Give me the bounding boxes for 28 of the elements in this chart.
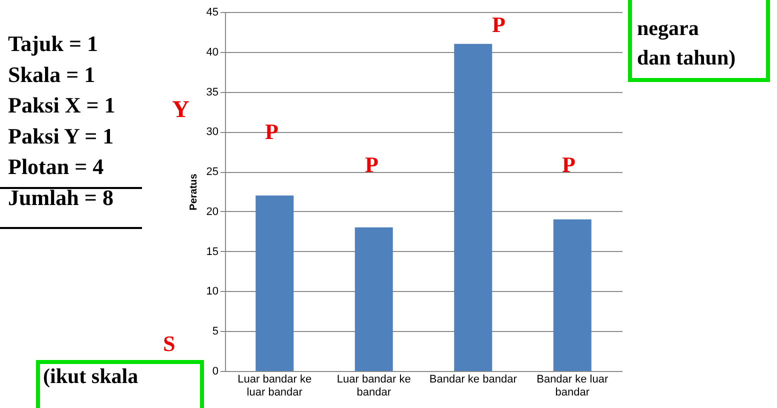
- text: (ikut skala: [43, 364, 139, 388]
- x-tick-label: Bandar ke bandar: [429, 374, 518, 386]
- y-axis-title: Peratus: [188, 173, 200, 210]
- x-tick-label: Bandar ke luar bandar: [536, 374, 608, 398]
- y-tick-label: 25: [206, 166, 218, 178]
- annotation: P: [365, 152, 378, 177]
- text: Y: [172, 97, 190, 123]
- bar: [256, 195, 294, 371]
- x-tick-label: Luar bandar ke luar bandar: [238, 374, 312, 398]
- y-tick-label: 0: [212, 366, 218, 378]
- y-tick-label: 45: [206, 6, 218, 18]
- y-tick-label: 15: [206, 246, 218, 258]
- y-tick-label: 40: [206, 46, 218, 58]
- text: S: [163, 331, 176, 356]
- y-tick-label: 10: [206, 286, 218, 298]
- bar: [354, 227, 393, 371]
- y-tick-label: 35: [206, 86, 218, 98]
- annotation: P: [265, 119, 278, 144]
- bar: [553, 219, 592, 371]
- text: negara dan tahun): [637, 16, 736, 70]
- text: Tajuk = 1 Skala = 1 Paksi X = 1 Paksi Y = 1 Plotan = 4 Jumlah = 8: [8, 31, 116, 210]
- y-tick-label: 30: [206, 126, 218, 138]
- y-tick-label: 5: [212, 326, 218, 338]
- annotation: P: [562, 152, 576, 177]
- y-tick-label: 20: [206, 206, 218, 218]
- annotation: P: [492, 12, 506, 37]
- x-tick-label: Luar bandar ke bandar: [336, 374, 411, 398]
- bar: [454, 44, 492, 371]
